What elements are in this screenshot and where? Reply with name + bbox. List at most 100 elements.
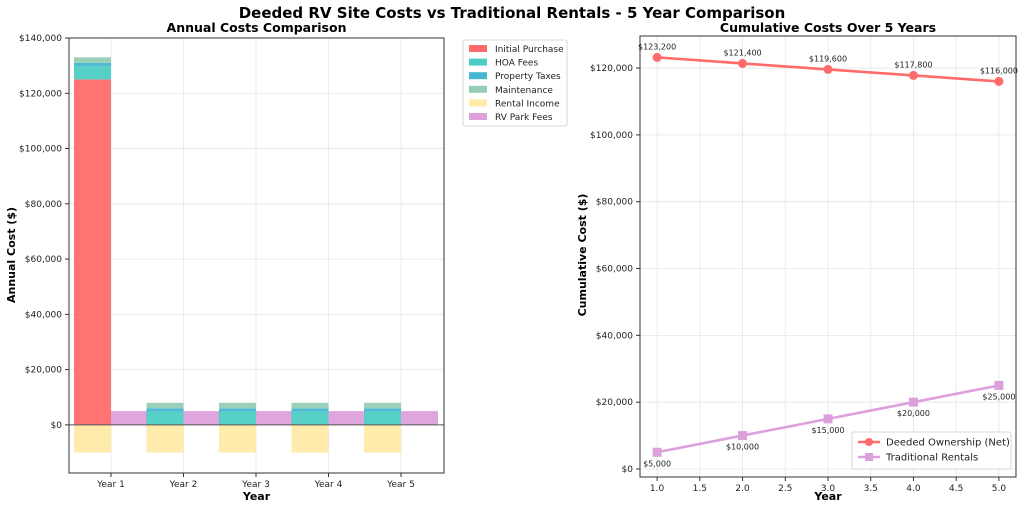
y-tick-label: $40,000	[25, 310, 62, 320]
legend-label-deeded-ownership-net: Deeded Ownership (Net)	[886, 438, 1010, 449]
point-traditional-rentals	[908, 397, 918, 407]
x-tick-label: 1.0	[650, 484, 665, 494]
data-label-deeded-ownership-net: $119,600	[809, 54, 847, 63]
legend-box	[851, 431, 1012, 470]
bar-maintenance	[146, 402, 184, 409]
bar-rv-park-fees	[183, 411, 221, 425]
x-tick-label: 3.5	[864, 484, 878, 494]
x-tick-label: Year 2	[169, 480, 198, 490]
y-tick-label: $120,000	[19, 89, 62, 99]
cumulative-costs-y-ticks: $0 $20,000 $40,000 $60,000 $80,000 $100,000 $1…	[590, 64, 640, 475]
cumulative-costs-x-ticks: 1.0 1.5 2.0 2.5 3.0 3.5 4.0 4.5 5.0	[650, 477, 1006, 494]
legend-marker-traditional-rentals	[865, 453, 873, 461]
figure-title: Deeded RV Site Costs vs Traditional Rent…	[239, 4, 786, 22]
data-label-deeded-ownership-net: $116,000	[980, 66, 1018, 75]
data-label-traditional-rentals: $25,000	[982, 392, 1015, 401]
bar-rv-park-fees	[328, 411, 366, 425]
annual-costs-chart: Annual Costs Comparison $0 $20,000 $40,000…	[5, 20, 568, 503]
annual-costs-legend: Initial Purchase HOA Fees Property Taxes Ma…	[462, 39, 568, 127]
legend-label-hoa-fees: HOA Fees	[495, 59, 538, 69]
bar-maintenance	[219, 402, 256, 409]
cumulative-costs-y-label: Cumulative Cost ($)	[576, 194, 589, 317]
bar-rv-park-fees	[401, 411, 438, 425]
bar-rv-park-fees	[256, 411, 293, 425]
cumulative-costs-legend: Deeded Ownership (Net) Traditional Rental…	[851, 431, 1012, 470]
bar-property-taxes	[364, 408, 401, 412]
annual-costs-title: Annual Costs Comparison	[167, 20, 347, 35]
x-tick-label: 2.0	[735, 484, 750, 494]
bar-rental-income	[74, 424, 111, 453]
cumulative-costs-lines: $123,200 $121,400 $119,600 $117,800 $116,000…	[638, 42, 1018, 468]
y-tick-label: $20,000	[596, 398, 633, 408]
bar-maintenance	[364, 402, 401, 409]
x-tick-label: Year 5	[386, 480, 415, 490]
x-tick-label: Year 3	[241, 480, 270, 490]
legend-label-maintenance: Maintenance	[495, 86, 553, 96]
x-tick-label: 4.5	[949, 484, 963, 494]
y-tick-label: $100,000	[19, 145, 62, 155]
data-label-deeded-ownership-net: $117,800	[894, 60, 932, 69]
bar-hoa-fees	[146, 411, 184, 425]
legend-label-traditional-rentals: Traditional Rentals	[885, 453, 978, 464]
legend-swatch-hoa-fees	[469, 58, 487, 66]
data-label-deeded-ownership-net: $121,400	[723, 48, 761, 57]
point-traditional-rentals	[738, 431, 748, 441]
legend-label-rental-income: Rental Income	[495, 99, 560, 109]
cumulative-costs-title: Cumulative Costs Over 5 Years	[720, 20, 936, 35]
bar-rv-park-fees	[111, 411, 148, 425]
data-label-traditional-rentals: $15,000	[811, 426, 844, 435]
x-tick-label: 1.5	[693, 484, 707, 494]
cumulative-costs-x-label: Year	[813, 490, 842, 503]
bar-property-taxes	[74, 62, 111, 67]
legend-box	[462, 39, 568, 127]
y-tick-label: $40,000	[596, 331, 633, 341]
bar-hoa-fees	[74, 66, 111, 80]
bar-rental-income	[146, 424, 184, 453]
legend-swatch-maintenance	[469, 85, 487, 93]
legend-swatch-initial-purchase	[469, 45, 487, 52]
point-deeded-ownership-net	[738, 58, 748, 68]
y-tick-label: $0	[622, 465, 634, 475]
bar-rental-income	[219, 424, 256, 453]
x-tick-label: 4.0	[906, 484, 921, 494]
y-tick-label: $60,000	[596, 265, 633, 275]
x-tick-label: 5.0	[992, 484, 1007, 494]
point-traditional-rentals	[994, 380, 1004, 390]
bar-initial-purchase	[74, 79, 111, 425]
point-deeded-ownership-net	[652, 52, 662, 62]
legend-label-rv-park-fees: RV Park Fees	[495, 113, 553, 123]
y-tick-label: $140,000	[19, 34, 62, 44]
data-label-traditional-rentals: $10,000	[726, 443, 759, 452]
point-traditional-rentals	[823, 414, 833, 424]
point-deeded-ownership-net	[823, 64, 833, 74]
y-tick-label: $100,000	[590, 131, 633, 141]
bar-hoa-fees	[291, 411, 329, 425]
annual-costs-x-ticks: Year 1 Year 2 Year 3 Year 4 Year 5	[96, 473, 415, 490]
y-tick-label: $120,000	[590, 64, 633, 74]
y-tick-label: $20,000	[25, 366, 62, 376]
y-tick-label: $80,000	[596, 198, 633, 208]
y-tick-label: $0	[51, 421, 63, 431]
bar-maintenance	[74, 57, 111, 63]
legend-marker-deeded-ownership-net	[865, 438, 873, 446]
data-label-deeded-ownership-net: $123,200	[638, 42, 676, 51]
point-deeded-ownership-net	[908, 70, 918, 80]
x-tick-label: Year 1	[96, 480, 125, 490]
bar-property-taxes	[146, 408, 184, 412]
bar-hoa-fees	[219, 411, 256, 425]
legend-swatch-rental-income	[469, 99, 487, 107]
bar-hoa-fees	[364, 411, 401, 425]
cumulative-costs-grid	[640, 36, 1016, 477]
bar-rental-income	[364, 424, 401, 453]
legend-label-initial-purchase: Initial Purchase	[495, 45, 564, 55]
annual-costs-x-label: Year	[242, 490, 271, 503]
x-tick-label: 3.0	[821, 484, 836, 494]
legend-label-property-taxes: Property Taxes	[495, 72, 561, 82]
legend-swatch-rv-park-fees	[469, 113, 487, 120]
cumulative-costs-chart: Cumulative Costs Over 5 Years $0$20,000$…	[576, 20, 1018, 503]
data-label-traditional-rentals: $20,000	[897, 409, 930, 418]
x-tick-label: Year 4	[314, 480, 343, 490]
y-tick-label: $60,000	[25, 255, 62, 265]
annual-costs-y-ticks: $0 $20,000 $40,000 $60,000 $80,000 $100,000 $1…	[19, 34, 69, 431]
bar-property-taxes	[291, 408, 329, 412]
